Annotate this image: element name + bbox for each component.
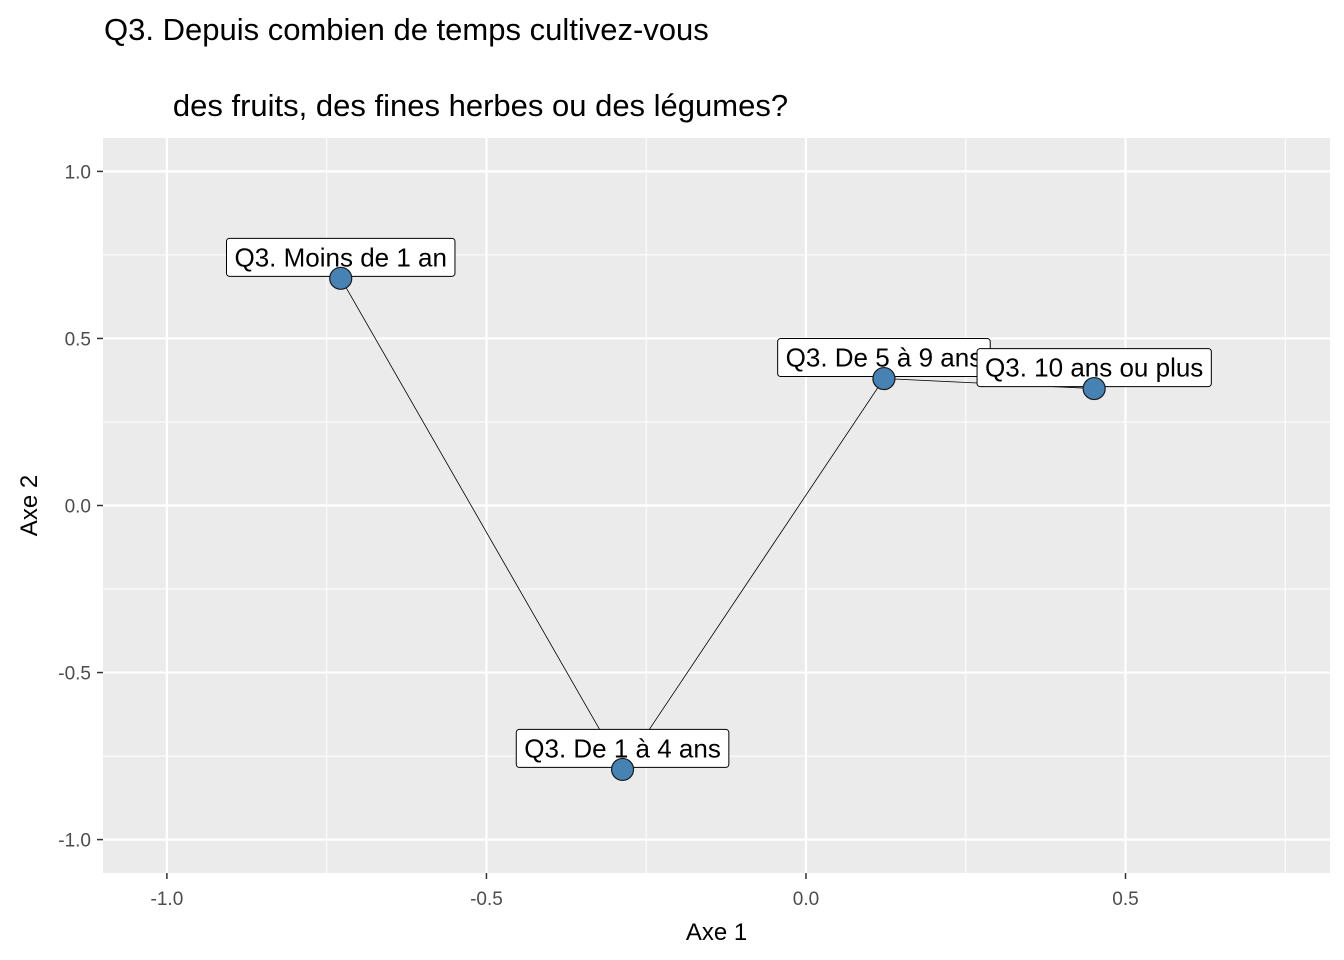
y-tick-label: 0.5 — [65, 329, 91, 350]
y-axis-label: Axe 2 — [16, 475, 43, 536]
data-point — [610, 757, 635, 782]
data-point — [1082, 376, 1106, 401]
y-axis-ticks: -1.0 -0.5 0.0 0.5 1.0 — [58, 162, 103, 852]
data-points — [329, 266, 1106, 782]
y-tick-label: -0.5 — [58, 664, 91, 685]
x-axis-ticks: -1.0 -0.5 0.0 0.5 — [151, 873, 1139, 910]
x-tick-label: 0.5 — [1112, 889, 1138, 910]
x-tick-label: -0.5 — [470, 889, 503, 910]
x-tick-label: 0.0 — [793, 889, 819, 910]
x-axis-label: Axe 1 — [686, 919, 747, 946]
x-tick-label: -1.0 — [151, 889, 184, 910]
data-point — [329, 266, 353, 290]
chart-title-line-1: Q3. Depuis combien de temps cultivez-vou… — [104, 12, 709, 47]
grid-major — [103, 138, 1330, 873]
data-point — [872, 366, 896, 391]
y-tick-label: -1.0 — [58, 831, 91, 852]
chart-title-line-2: des fruits, des fines herbes ou des légu… — [104, 88, 789, 123]
y-tick-label: 1.0 — [65, 162, 91, 183]
y-tick-label: 0.0 — [65, 497, 91, 518]
